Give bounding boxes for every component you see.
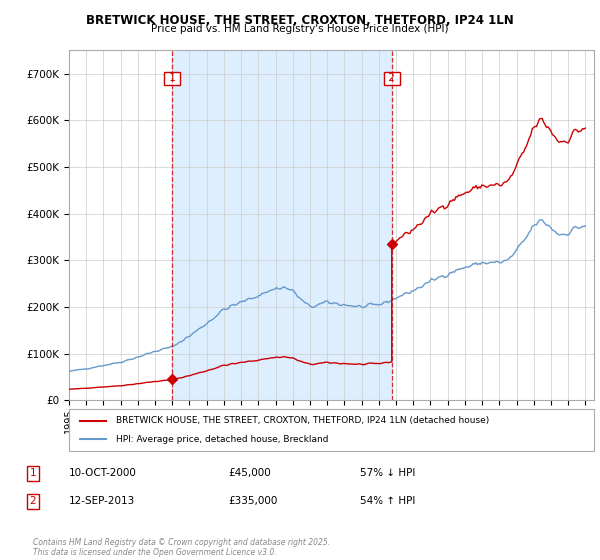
FancyBboxPatch shape (69, 409, 594, 451)
Text: Contains HM Land Registry data © Crown copyright and database right 2025.
This d: Contains HM Land Registry data © Crown c… (33, 538, 330, 557)
Text: £45,000: £45,000 (228, 468, 271, 478)
Text: HPI: Average price, detached house, Breckland: HPI: Average price, detached house, Brec… (116, 435, 329, 444)
Text: Price paid vs. HM Land Registry's House Price Index (HPI): Price paid vs. HM Land Registry's House … (151, 24, 449, 34)
Text: 57% ↓ HPI: 57% ↓ HPI (360, 468, 415, 478)
Text: 1: 1 (166, 73, 179, 83)
Text: BRETWICK HOUSE, THE STREET, CROXTON, THETFORD, IP24 1LN (detached house): BRETWICK HOUSE, THE STREET, CROXTON, THE… (116, 416, 490, 425)
Text: 2: 2 (29, 496, 37, 506)
Text: 1: 1 (29, 468, 37, 478)
Text: 10-OCT-2000: 10-OCT-2000 (69, 468, 137, 478)
Text: £335,000: £335,000 (228, 496, 277, 506)
Text: 2: 2 (385, 73, 398, 83)
Text: 54% ↑ HPI: 54% ↑ HPI (360, 496, 415, 506)
Text: 12-SEP-2013: 12-SEP-2013 (69, 496, 135, 506)
Bar (172, 50, 392, 400)
Text: BRETWICK HOUSE, THE STREET, CROXTON, THETFORD, IP24 1LN: BRETWICK HOUSE, THE STREET, CROXTON, THE… (86, 14, 514, 27)
